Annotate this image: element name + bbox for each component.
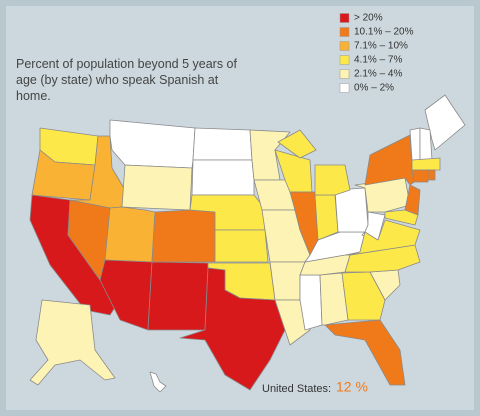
state <box>192 127 253 161</box>
state <box>314 164 351 196</box>
legend-label: > 20% <box>354 13 383 24</box>
legend-swatch <box>339 41 350 51</box>
state <box>324 319 406 386</box>
state <box>277 129 317 159</box>
state <box>149 371 167 393</box>
state <box>319 272 349 326</box>
legend-label: 4.1% – 7% <box>354 55 402 66</box>
state <box>349 219 421 256</box>
map <box>29 94 466 393</box>
legend-label: 7.1% – 10% <box>354 41 408 52</box>
state <box>151 209 216 263</box>
state <box>99 259 153 331</box>
legend-swatch <box>339 27 350 37</box>
state <box>104 206 156 263</box>
state <box>411 169 429 183</box>
legend-label: 2.1% – 4% <box>354 69 402 80</box>
state <box>314 194 339 241</box>
title-box: Percent of population beyond 5 years of … <box>16 57 237 100</box>
state <box>121 164 193 211</box>
state <box>427 169 436 181</box>
state <box>384 209 419 226</box>
state <box>214 229 269 263</box>
us-label: United States: <box>262 383 331 395</box>
legend-swatch <box>339 55 350 65</box>
state <box>424 94 466 151</box>
state <box>299 274 323 331</box>
legend-label: 0% – 2% <box>354 83 394 94</box>
legend-label: 10.1% – 20% <box>354 27 414 38</box>
state <box>419 127 433 161</box>
state <box>334 187 369 233</box>
state <box>29 299 116 386</box>
legend: > 20% 10.1% – 20% 7.1% – 10% 4.1% – 7% 2.1% … <box>339 13 414 94</box>
state <box>409 127 421 161</box>
legend-swatch <box>339 83 350 93</box>
title: Percent of population beyond 5 years of … <box>16 57 237 100</box>
state <box>147 261 209 331</box>
state <box>179 267 286 391</box>
state <box>191 159 255 196</box>
legend-swatch <box>339 69 350 79</box>
state <box>411 157 441 171</box>
legend-swatch <box>339 13 350 23</box>
state <box>109 119 196 169</box>
us-value: 12 % <box>336 379 368 395</box>
state <box>274 299 311 346</box>
